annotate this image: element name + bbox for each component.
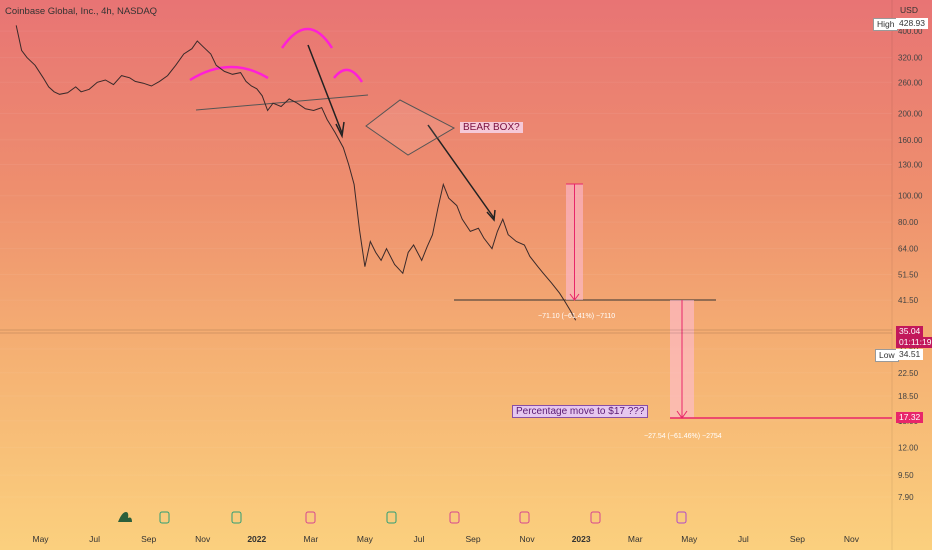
earnings-icon — [590, 511, 601, 524]
currency-label: USD — [900, 5, 918, 15]
y-tick-label: 9.50 — [898, 471, 914, 480]
earnings-icon — [305, 511, 316, 524]
x-tick-label: May — [357, 534, 374, 544]
y-tick-label: 22.50 — [898, 369, 919, 378]
x-axis-ticks: May Jul Sep Nov 2022 Mar May Jul Sep Nov 2023 Mar Ma… — [33, 534, 860, 544]
target-price-tag: 17.32 — [896, 412, 924, 423]
head-arc — [280, 27, 334, 49]
bear-box-label: BEAR BOX? — [460, 122, 523, 133]
arrow-2-head — [486, 209, 496, 222]
arrow-1 — [307, 44, 343, 134]
earnings-icon — [386, 511, 397, 524]
x-tick-label: Sep — [465, 534, 480, 544]
x-tick-label: May — [33, 534, 50, 544]
high-value: 428.93 — [896, 18, 928, 29]
x-tick-label: Nov — [195, 534, 211, 544]
arrow-1-head — [335, 121, 345, 139]
x-tick-label: Sep — [141, 534, 156, 544]
y-tick-label: 18.50 — [898, 392, 919, 401]
dino-icon — [118, 512, 132, 522]
last-price-tag: 35.04 — [896, 326, 924, 337]
y-axis-ticks: 400.00 320.00 260.00 200.00 160.00 130.00 100.… — [898, 27, 923, 502]
x-tick-label: Mar — [628, 534, 643, 544]
y-tick-label: 200.00 — [898, 109, 923, 118]
earnings-icon — [449, 511, 460, 524]
chart-grid — [0, 30, 892, 498]
y-tick-label: 51.50 — [898, 270, 919, 279]
x-tick-label: Nov — [844, 534, 860, 544]
y-tick-label: 41.50 — [898, 296, 919, 305]
left-shoulder-arc — [189, 65, 269, 82]
y-tick-label: 64.00 — [898, 245, 919, 254]
symbol-title: Coinbase Global, Inc., 4h, NASDAQ — [5, 6, 158, 17]
countdown-tag: 01:11:19 — [896, 337, 932, 348]
x-tick-label: Nov — [520, 534, 536, 544]
x-tick-label: Jul — [414, 534, 425, 544]
measure-1-readout: −71.10 (−61.41%) −7110 — [538, 313, 616, 320]
earnings-icon — [519, 511, 530, 524]
x-tick-label: 2022 — [247, 534, 266, 544]
y-tick-label: 320.00 — [898, 54, 923, 63]
x-tick-label: Jul — [738, 534, 749, 544]
drawings-layer — [0, 27, 892, 419]
y-tick-label: 80.00 — [898, 218, 919, 227]
percentage-move-label: Percentage move to $17 ??? — [512, 405, 649, 418]
earnings-icon — [231, 511, 242, 524]
x-tick-label: 2023 — [572, 534, 591, 544]
x-tick-label: Mar — [304, 534, 319, 544]
y-tick-label: 7.90 — [898, 493, 914, 502]
event-markers — [118, 511, 687, 524]
y-tick-label: 130.00 — [898, 161, 923, 170]
y-tick-label: 260.00 — [898, 78, 923, 87]
price-series — [15, 25, 577, 321]
x-tick-label: May — [681, 534, 698, 544]
high-label: High — [873, 18, 899, 31]
y-tick-label: 400.00 — [898, 27, 923, 36]
y-tick-label: 160.00 — [898, 136, 923, 145]
x-tick-label: Jul — [89, 534, 100, 544]
x-tick-label: Sep — [790, 534, 805, 544]
arrow-2 — [427, 124, 495, 219]
y-tick-label: 12.00 — [898, 443, 919, 452]
earnings-icon — [676, 511, 687, 524]
earnings-icon — [159, 511, 170, 524]
measure-2-readout: −27.54 (−61.46%) −2754 — [644, 433, 722, 440]
bear-box-diamond — [365, 99, 456, 156]
low-value: 34.51 — [896, 349, 924, 360]
y-tick-label: 100.00 — [898, 192, 923, 201]
right-shoulder-arc — [333, 68, 364, 83]
measure-box-1-head — [569, 293, 580, 301]
neckline — [195, 94, 369, 111]
